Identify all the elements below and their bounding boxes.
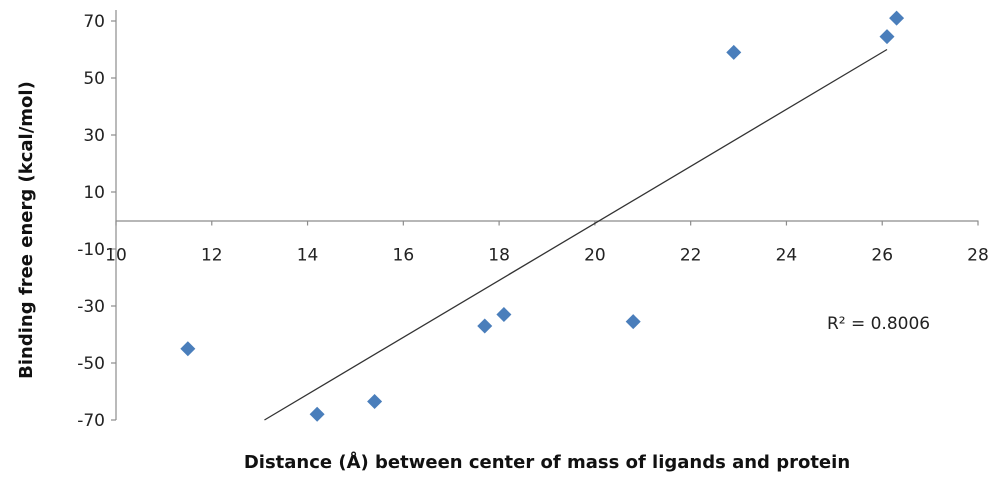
x-tick-label-14: 14: [297, 246, 319, 266]
x-tick-label-26: 26: [871, 246, 893, 266]
x-tick-label-24: 24: [776, 246, 798, 266]
y-axis-title: Binding free energ (kcal/mol): [16, 81, 37, 379]
y-tick-label-10: 10: [83, 183, 105, 203]
x-axis-title: Distance (Å) between center of mass of l…: [244, 450, 850, 473]
x-tick-label-16: 16: [393, 246, 415, 266]
y-tick-label-neg30: -30: [77, 297, 105, 317]
data-points: [180, 10, 905, 422]
y-tick-label-70: 70: [83, 12, 105, 32]
y-tick-labels: 70 50 30 10 -10 -30 -50 -70: [77, 12, 116, 431]
x-tick-label-28: 28: [967, 246, 989, 266]
x-tick-label-22: 22: [680, 246, 702, 266]
data-point-3: [367, 393, 383, 409]
data-point-7: [726, 44, 742, 60]
data-point-1: [180, 341, 196, 357]
x-tick-label-18: 18: [488, 246, 510, 266]
y-tick-label-50: 50: [83, 69, 105, 89]
y-tick-label-neg10: -10: [77, 240, 105, 260]
y-tick-label-neg50: -50: [77, 354, 105, 374]
r-squared-annotation: R² = 0.8006: [827, 314, 930, 334]
x-tick-label-20: 20: [584, 246, 606, 266]
x-tick-label-12: 12: [201, 246, 223, 266]
trendline: [264, 48, 888, 421]
x-tick-labels: 10 12 14 16 18 20 22 24 26 28: [105, 220, 989, 266]
annotations: R² = 0.8006: [827, 314, 930, 334]
data-point-4: [477, 318, 493, 334]
data-point-2: [309, 406, 325, 422]
y-tick-label-30: 30: [83, 126, 105, 146]
data-point-8: [879, 29, 895, 45]
axes: [115, 10, 978, 420]
y-tick-label-neg70: -70: [77, 411, 105, 431]
trendline-group: [264, 48, 888, 421]
x-tick-label-10: 10: [105, 246, 127, 266]
data-point-5: [496, 307, 512, 323]
data-point-6: [625, 314, 641, 330]
data-point-9: [889, 10, 905, 26]
